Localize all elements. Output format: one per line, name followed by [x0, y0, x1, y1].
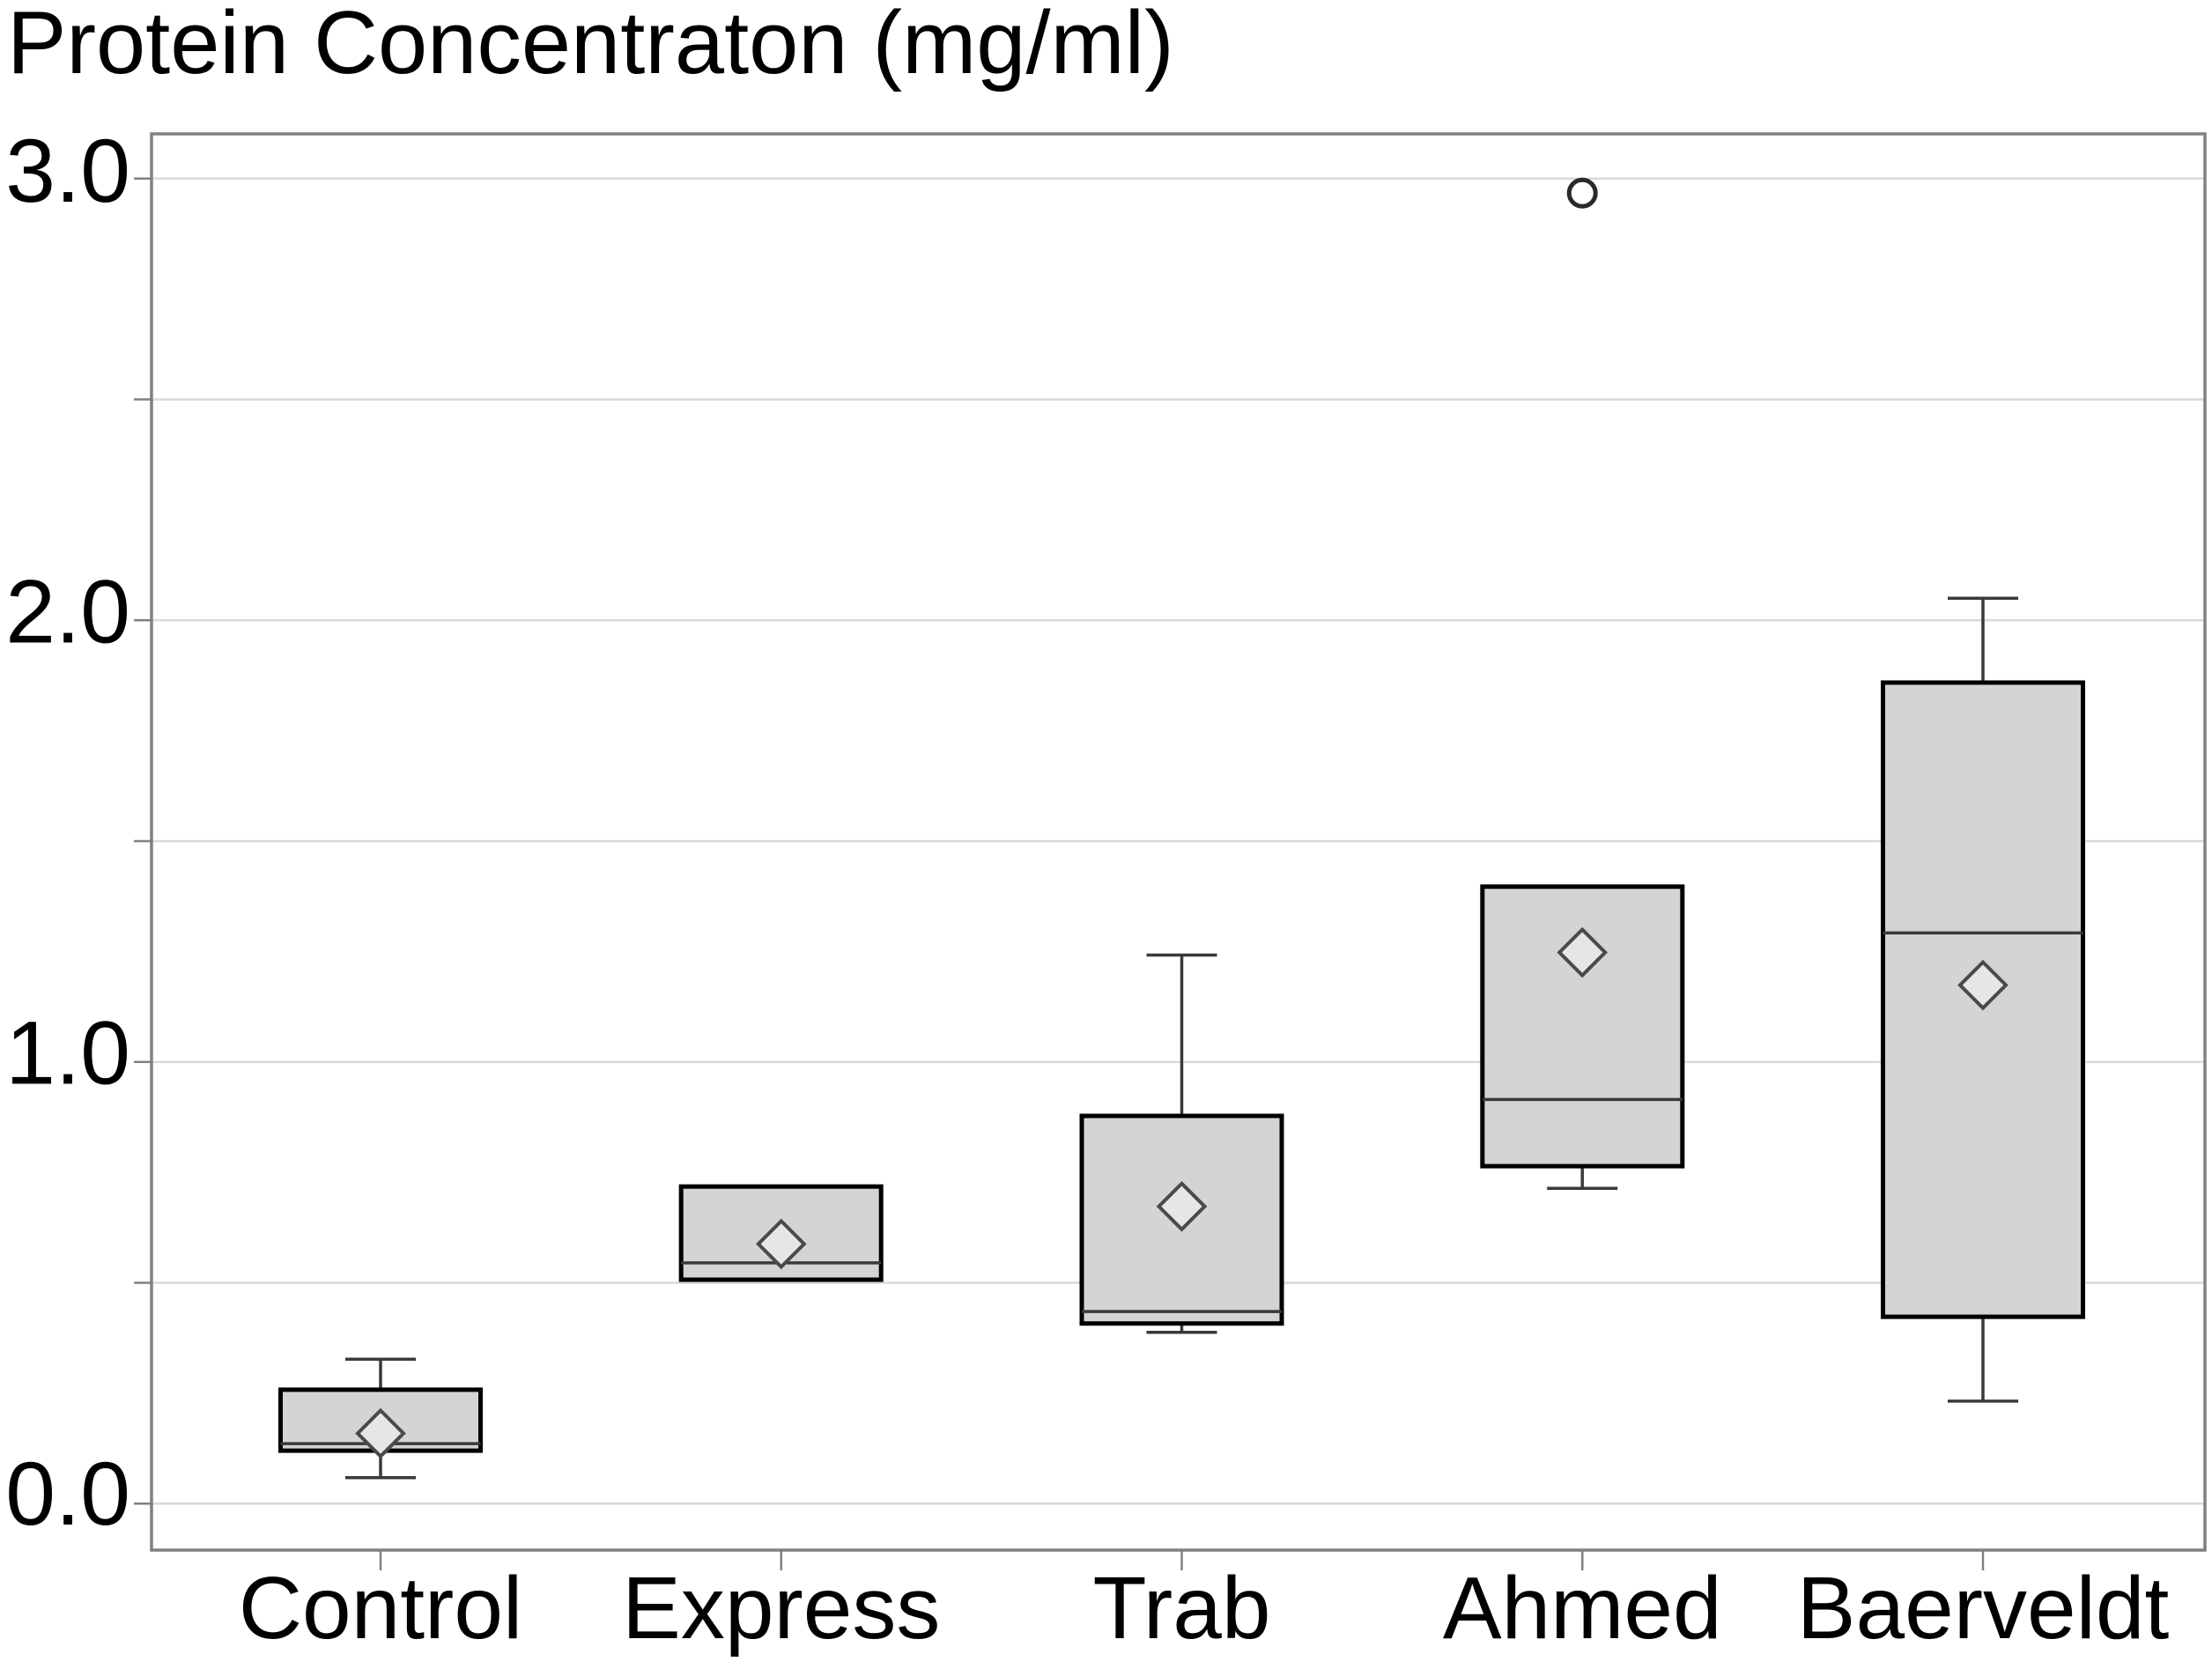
svg-text:3.0: 3.0	[5, 121, 130, 221]
svg-text:Baerveldt: Baerveldt	[1797, 1559, 2170, 1658]
svg-text:Control: Control	[239, 1559, 522, 1658]
svg-text:2.0: 2.0	[5, 562, 130, 662]
svg-text:1.0: 1.0	[5, 1002, 130, 1103]
svg-text:0.0: 0.0	[5, 1444, 130, 1544]
svg-text:Ahmed: Ahmed	[1443, 1559, 1722, 1658]
svg-text:Express: Express	[622, 1559, 940, 1658]
svg-text:Trab: Trab	[1093, 1559, 1271, 1658]
